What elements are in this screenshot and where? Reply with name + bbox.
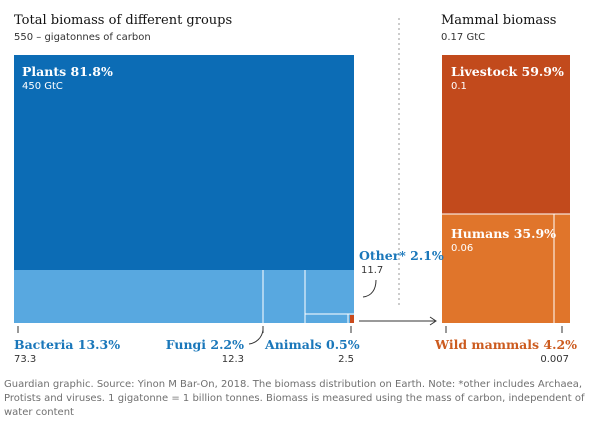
animals-label: Animals 0.5%	[265, 337, 360, 352]
humans-block	[442, 214, 570, 323]
wild-mammals-value: 0.007	[540, 354, 569, 365]
bacteria-label: Bacteria 13.3%	[14, 337, 121, 352]
humans-value: 0.06	[451, 243, 474, 254]
right-chart-subtitle: 0.17 GtC	[441, 32, 486, 43]
livestock-label: Livestock 59.9%	[451, 64, 564, 79]
source-note: Guardian graphic. Source: Yinon M Bar-On…	[4, 379, 585, 418]
connector-arrowhead	[429, 316, 437, 326]
left-chart-subtitle: 550 – gigatonnes of carbon	[14, 32, 151, 43]
plants-block	[14, 55, 354, 270]
humans-label: Humans 35.9%	[451, 226, 557, 241]
livestock-value: 0.1	[451, 81, 467, 92]
left-chart-title: Total biomass of different groups	[14, 13, 233, 28]
bacteria-value: 73.3	[14, 354, 37, 365]
fungi-label: Fungi 2.2%	[165, 337, 244, 352]
right-chart-title: Mammal biomass	[441, 13, 557, 28]
livestock-block	[442, 55, 570, 214]
animals-value: 2.5	[338, 354, 354, 365]
plants-value: 450 GtC	[22, 81, 63, 92]
other-leader	[362, 279, 377, 298]
animals-highlight-block	[350, 315, 354, 323]
fungi-value: 12.3	[221, 354, 244, 365]
other-value: 11.7	[361, 265, 384, 276]
wild-mammals-label: Wild mammals 4.2%	[435, 337, 578, 352]
fungi-leader	[248, 329, 264, 345]
plants-label: Plants 81.8%	[22, 64, 113, 79]
bottom-groups-block	[14, 270, 354, 323]
other-label: Other* 2.1%	[359, 248, 444, 263]
